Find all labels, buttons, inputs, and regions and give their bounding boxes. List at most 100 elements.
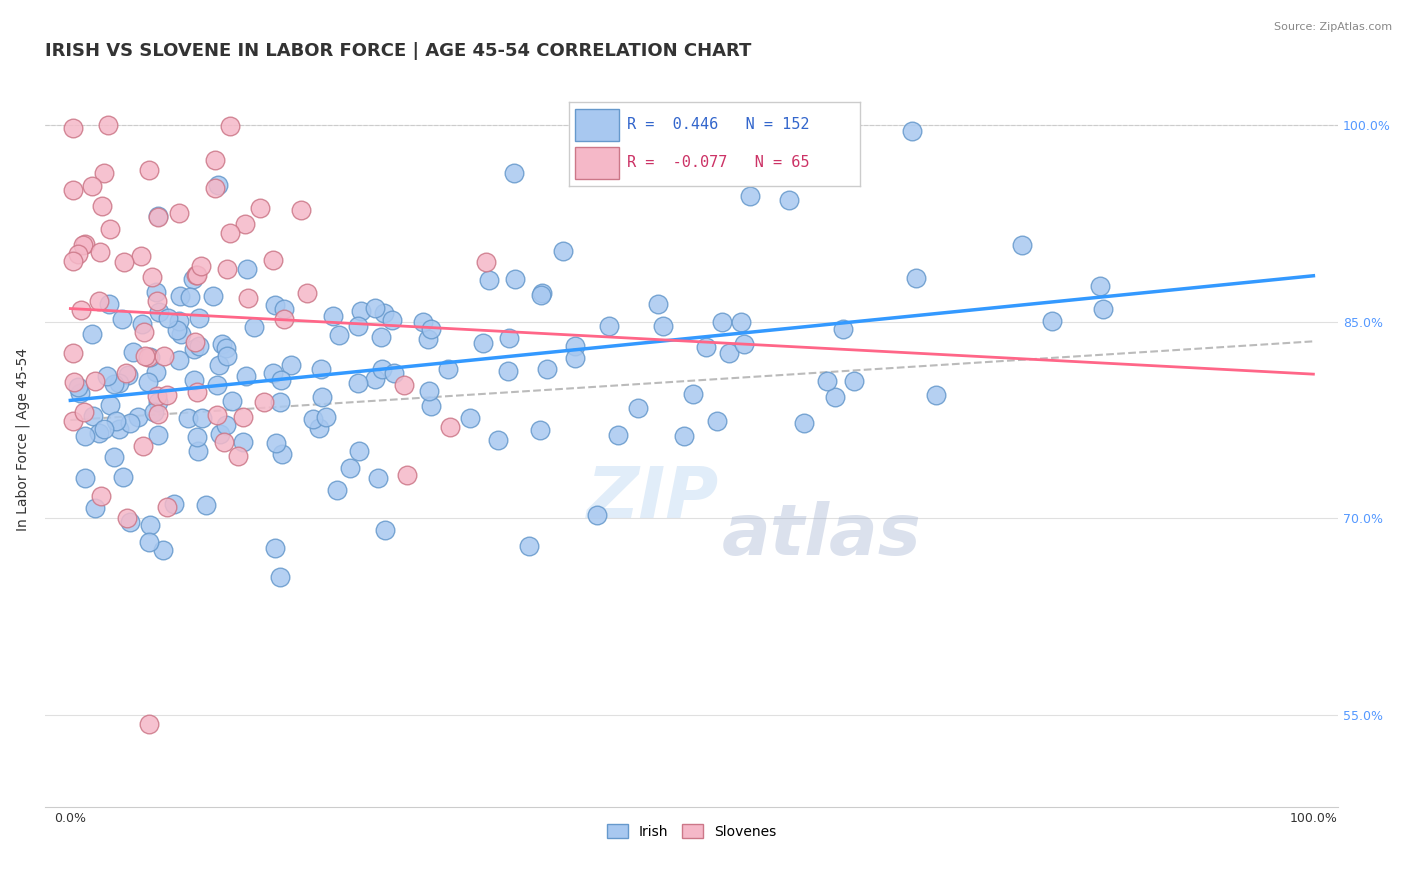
Point <box>72 238 94 252</box>
Point <box>710 315 733 329</box>
Point <box>627 401 650 415</box>
Point <box>186 268 208 282</box>
Point <box>315 410 337 425</box>
Y-axis label: In Labor Force | Age 45-54: In Labor Force | Age 45-54 <box>15 348 30 532</box>
Point <box>308 420 330 434</box>
Point <box>472 336 495 351</box>
Point <box>370 362 392 376</box>
Point <box>564 351 586 365</box>
Point <box>167 353 190 368</box>
Point <box>652 319 675 334</box>
Point <box>412 315 434 329</box>
Point <box>146 428 169 442</box>
Point <box>219 119 242 133</box>
Point <box>163 497 186 511</box>
Point <box>138 163 160 178</box>
Point <box>347 376 370 390</box>
Point <box>153 349 176 363</box>
Point <box>201 289 224 303</box>
Point <box>614 147 637 161</box>
Point <box>207 178 229 192</box>
Point <box>190 259 212 273</box>
Point <box>273 301 295 316</box>
Point <box>90 199 112 213</box>
Point <box>219 226 242 240</box>
Point <box>243 320 266 334</box>
Point <box>392 377 415 392</box>
Point <box>517 539 540 553</box>
Point <box>108 376 131 391</box>
Point <box>129 248 152 262</box>
Point <box>231 409 253 424</box>
Point <box>290 202 312 217</box>
Point <box>214 341 236 355</box>
Point <box>89 244 111 259</box>
Point <box>236 261 259 276</box>
Point <box>118 417 141 431</box>
Point <box>370 330 392 344</box>
Point <box>212 434 235 449</box>
Point <box>382 366 405 380</box>
Point <box>100 398 122 412</box>
Point <box>503 166 526 180</box>
Point <box>132 439 155 453</box>
Point <box>204 181 226 195</box>
Point <box>717 345 740 359</box>
Point <box>146 293 169 308</box>
Point <box>96 369 118 384</box>
Point <box>905 270 928 285</box>
Point <box>396 467 419 482</box>
Point <box>186 268 208 282</box>
Point <box>262 366 284 380</box>
Point <box>181 272 204 286</box>
Point <box>183 342 205 356</box>
Point <box>262 252 284 267</box>
Point <box>148 304 170 318</box>
Text: Source: ZipAtlas.com: Source: ZipAtlas.com <box>1274 22 1392 32</box>
Point <box>832 322 855 336</box>
Point <box>134 326 156 340</box>
Point <box>475 254 498 268</box>
Point <box>117 368 139 383</box>
Point <box>280 358 302 372</box>
Point <box>156 388 179 402</box>
Point <box>187 444 209 458</box>
Point <box>118 515 141 529</box>
Point <box>62 183 84 197</box>
Point <box>89 425 111 440</box>
Point <box>138 716 160 731</box>
Point <box>733 336 755 351</box>
Point <box>364 372 387 386</box>
Point <box>169 288 191 302</box>
Point <box>195 498 218 512</box>
Point <box>208 427 231 442</box>
Point <box>211 337 233 351</box>
Point <box>103 377 125 392</box>
Point <box>84 500 107 515</box>
Point <box>139 518 162 533</box>
Point <box>420 399 443 413</box>
Point <box>419 322 441 336</box>
Point <box>815 374 838 388</box>
Point <box>264 298 287 312</box>
Point <box>437 362 460 376</box>
Point <box>93 165 115 179</box>
Point <box>141 269 163 284</box>
Point <box>328 328 350 343</box>
Point <box>233 217 256 231</box>
Point <box>478 273 501 287</box>
Point <box>107 422 129 436</box>
Point <box>62 376 84 390</box>
Point <box>111 470 134 484</box>
Point <box>349 304 371 318</box>
Point <box>131 317 153 331</box>
Point <box>418 384 440 398</box>
Point <box>104 414 127 428</box>
Point <box>264 435 287 450</box>
Point <box>115 511 138 525</box>
Point <box>70 303 93 318</box>
Point <box>503 271 526 285</box>
Point <box>842 374 865 388</box>
Point <box>706 413 728 427</box>
Text: ZIP: ZIP <box>586 464 720 533</box>
